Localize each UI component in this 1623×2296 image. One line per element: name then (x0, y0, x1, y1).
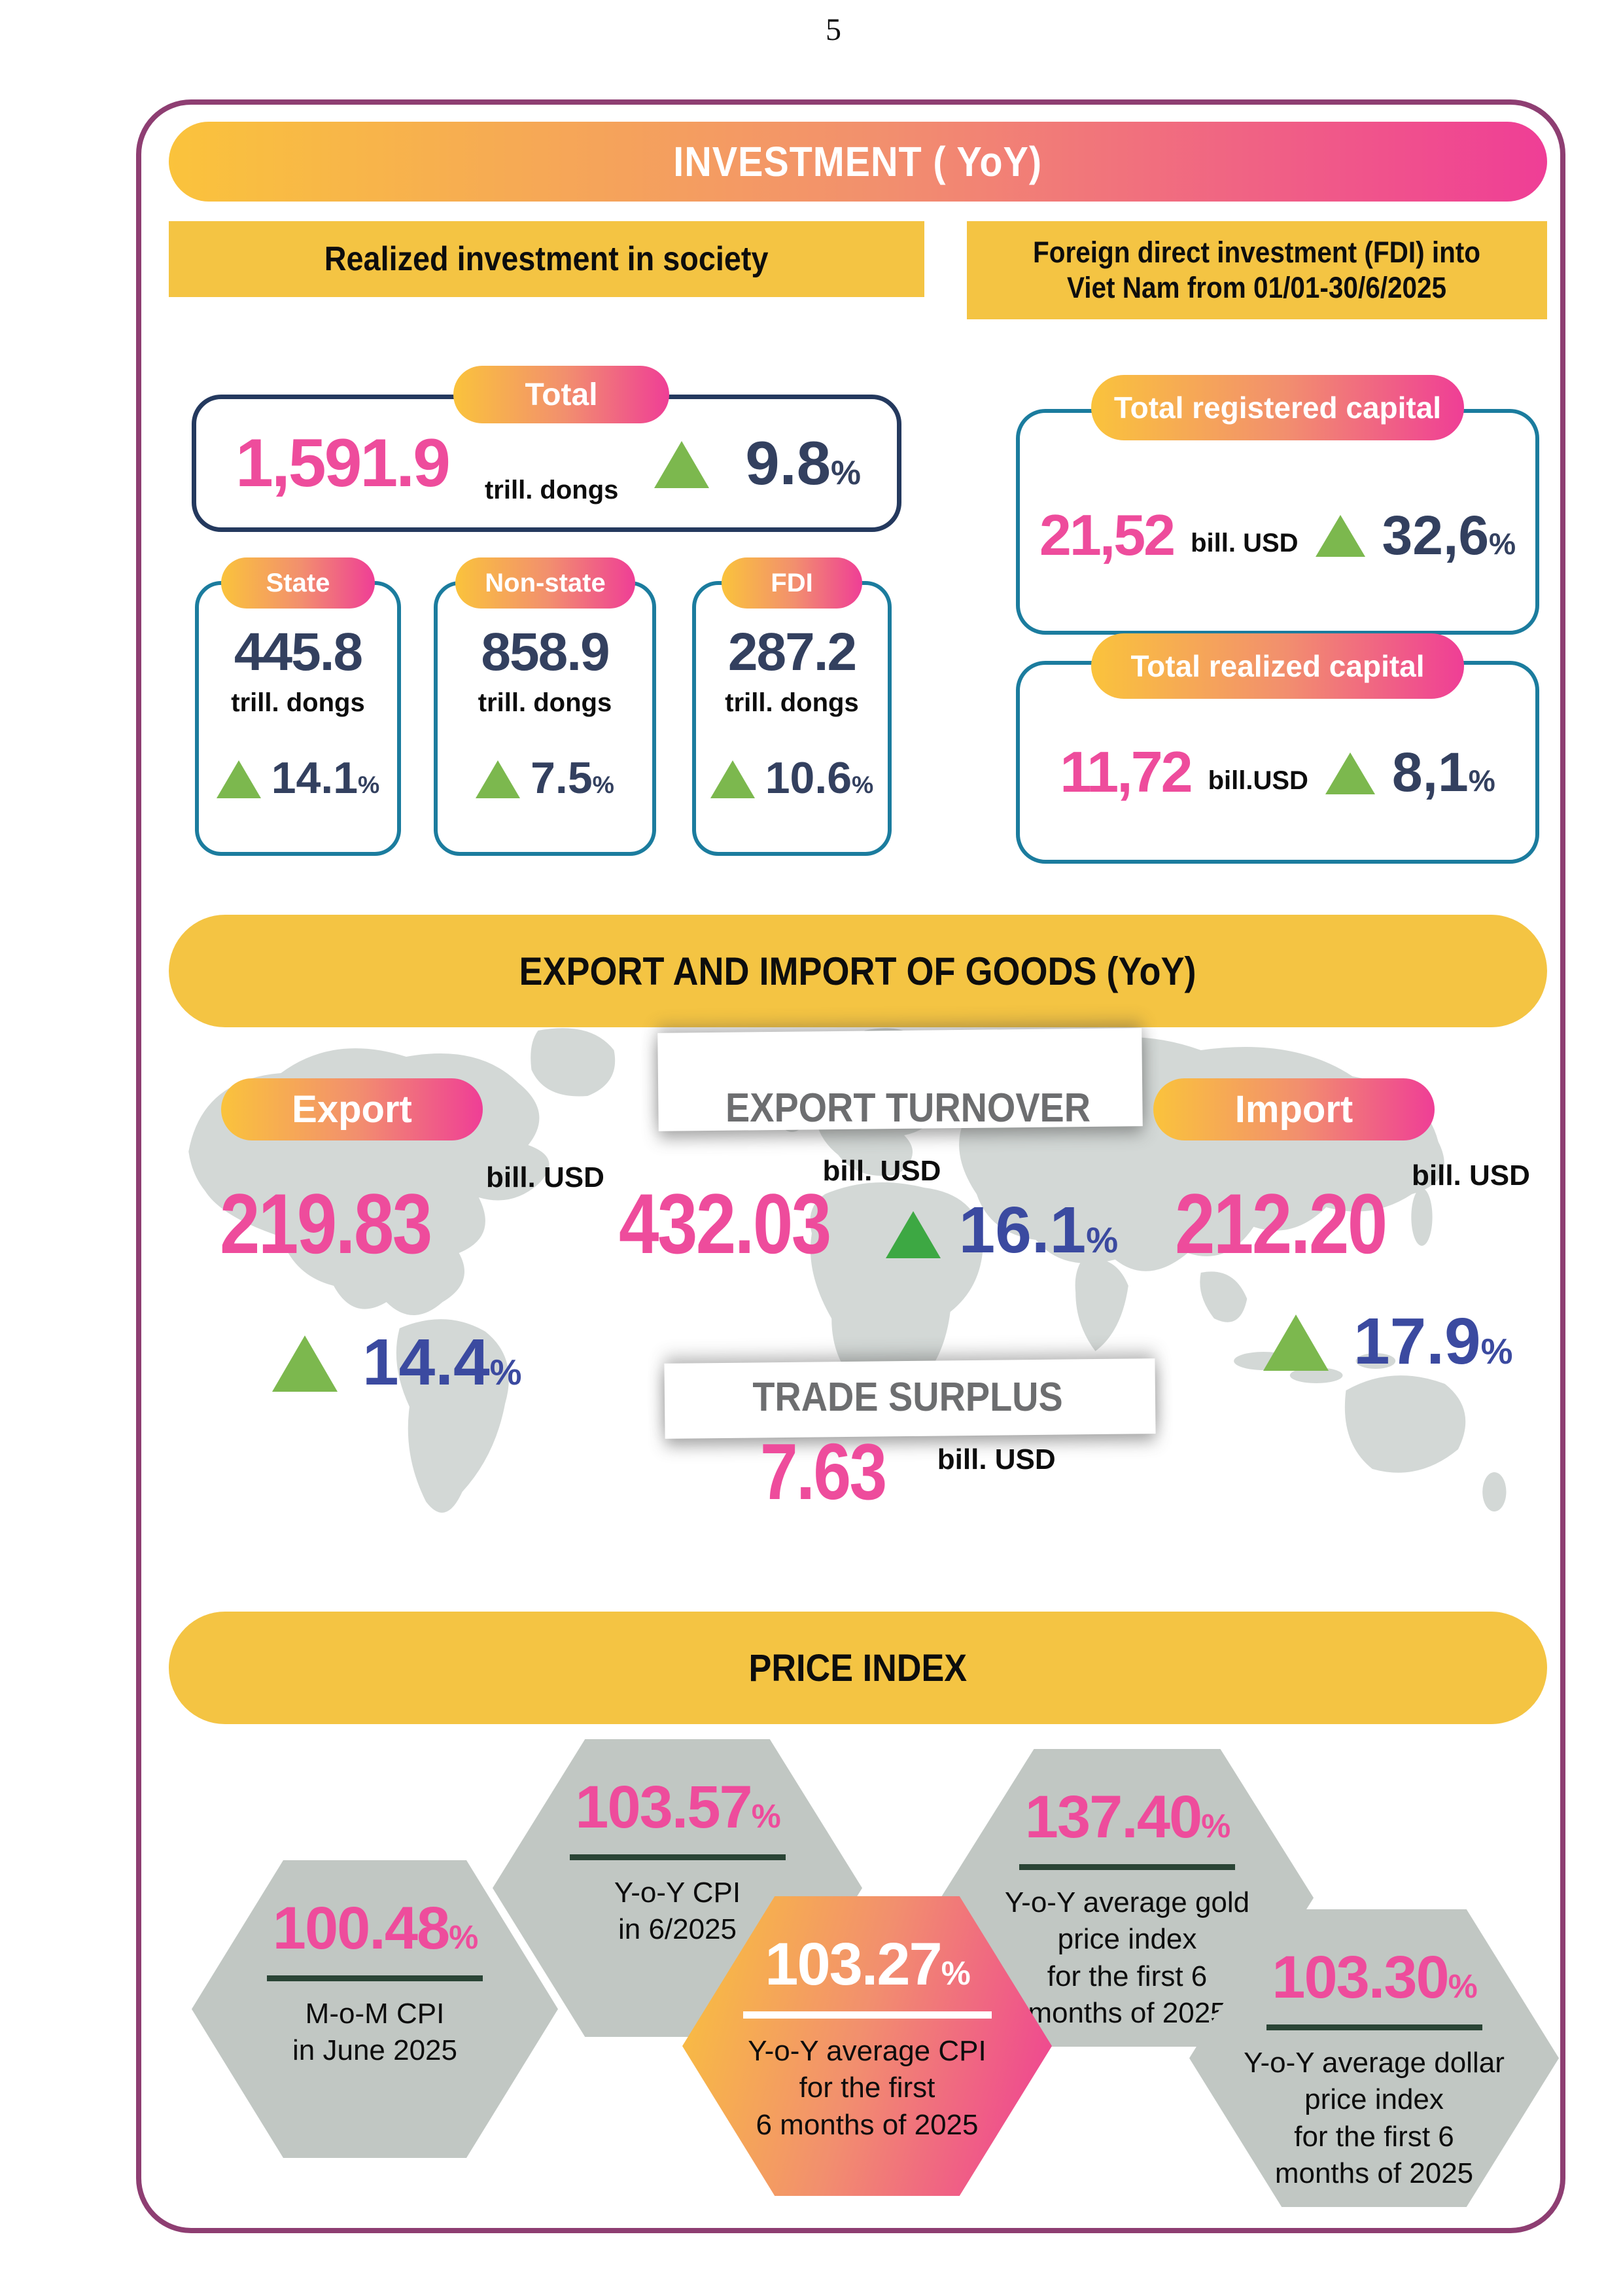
turnover-change: 16.1% (958, 1193, 1119, 1267)
increase-triangle-icon (654, 439, 710, 488)
investment-title: INVESTMENT ( YoY) (673, 138, 1043, 185)
total-pill-label: Total (525, 377, 598, 412)
turnover-unit: bill. USD (822, 1155, 941, 1187)
registered-capital-card: 21,52 bill. USD 32,6% (1016, 409, 1539, 635)
non-state-change: 7.5% (476, 756, 614, 800)
registered-capital-pill: Total registered capital (1091, 375, 1464, 440)
realized-capital-pill: Total realized capital (1091, 633, 1464, 699)
import-unit: bill. USD (1412, 1159, 1530, 1192)
surplus-unit: bill. USD (937, 1443, 1056, 1475)
state-change: 14.1% (216, 756, 379, 800)
trade-title: EXPORT AND IMPORT OF GOODS (YoY) (519, 949, 1197, 993)
fdi-header: Foreign direct investment (FDI) into Vie… (967, 221, 1547, 319)
divider (742, 2011, 992, 2019)
non-state-unit: trill. dongs (478, 688, 612, 717)
state-card: 445.8 trill. dongs 14.1% (195, 581, 401, 856)
surplus-row: 7.63 bill. USD (679, 1432, 1137, 1511)
hexagon-dollar-index: 103.30% Y-o-Y average dollar price index… (1189, 1909, 1559, 2207)
total-investment-change: 9.8% (745, 429, 861, 497)
divider (267, 1975, 483, 1981)
realized-capital-pill-label: Total realized capital (1130, 649, 1425, 683)
registered-capital-unit: bill. USD (1191, 529, 1299, 557)
non-state-pill-label: Non-state (485, 568, 606, 597)
state-value: 445.8 (234, 622, 363, 682)
increase-triangle-icon (272, 1333, 338, 1392)
state-unit: trill. dongs (231, 688, 365, 717)
turnover-heading: EXPORT TURNOVER (725, 1086, 1091, 1131)
non-state-pill: Non-state (455, 557, 635, 609)
realized-capital-unit: bill.USD (1208, 766, 1308, 795)
main-border-box: INVESTMENT ( YoY) Realized investment in… (136, 99, 1565, 2233)
realized-capital-value: 11,72 (1060, 739, 1193, 804)
investment-section-banner: INVESTMENT ( YoY) (169, 122, 1547, 202)
increase-triangle-icon (885, 1209, 941, 1258)
turnover-value: 432.03 (619, 1176, 831, 1271)
fdi-comp-change: 10.6% (710, 756, 873, 800)
surplus-heading: TRADE SURPLUS (752, 1375, 1064, 1420)
realized-investment-header-text: Realized investment in society (324, 240, 769, 278)
state-pill-label: State (266, 568, 330, 597)
fdi-comp-card: 287.2 trill. dongs 10.6% (692, 581, 892, 856)
price-index-banner: PRICE INDEX (169, 1612, 1547, 1724)
fdi-comp-value: 287.2 (727, 622, 857, 682)
increase-triangle-icon (710, 758, 755, 798)
fdi-comp-pill: FDI (722, 557, 862, 609)
import-pill-label: Import (1234, 1088, 1353, 1131)
increase-triangle-icon (1315, 513, 1365, 557)
trade-section-banner: EXPORT AND IMPORT OF GOODS (YoY) (169, 915, 1547, 1027)
realized-investment-header: Realized investment in society (169, 221, 924, 297)
fdi-comp-pill-label: FDI (771, 568, 813, 597)
state-pill: State (221, 557, 375, 609)
non-state-card: 858.9 trill. dongs 7.5% (434, 581, 656, 856)
fdi-header-text: Foreign direct investment (FDI) into Vie… (1033, 236, 1481, 304)
registered-capital-value: 21,52 (1039, 502, 1176, 567)
non-state-value: 858.9 (481, 622, 610, 682)
increase-triangle-icon (476, 758, 521, 798)
increase-triangle-icon (1263, 1313, 1329, 1371)
registered-capital-pill-label: Total registered capital (1113, 391, 1442, 425)
fdi-comp-unit: trill. dongs (725, 688, 859, 717)
increase-triangle-icon (1325, 751, 1375, 794)
total-investment-value: 1,591.9 (236, 425, 451, 501)
page-number: 5 (826, 12, 841, 47)
price-index-title: PRICE INDEX (748, 1646, 968, 1689)
export-unit: bill. USD (486, 1161, 604, 1193)
import-pill: Import (1153, 1078, 1435, 1140)
export-pill-label: Export (292, 1088, 412, 1131)
increase-triangle-icon (216, 758, 261, 798)
divider (569, 1854, 786, 1860)
import-value: 212.20 (1175, 1176, 1387, 1271)
realized-capital-change: 8,1% (1391, 741, 1495, 803)
total-pill: Total (453, 366, 669, 423)
registered-capital-change: 32,6% (1382, 504, 1516, 566)
turnover-row: 432.03 16.1% (619, 1181, 1118, 1266)
export-pill: Export (221, 1078, 483, 1140)
total-investment-unit: trill. dongs (484, 476, 619, 504)
divider (1266, 2024, 1482, 2030)
import-change: 17.9% (1263, 1309, 1513, 1374)
export-value: 219.83 (220, 1176, 432, 1271)
divider (1019, 1864, 1235, 1870)
surplus-value: 7.63 (760, 1427, 887, 1516)
export-change: 14.4% (272, 1330, 522, 1395)
